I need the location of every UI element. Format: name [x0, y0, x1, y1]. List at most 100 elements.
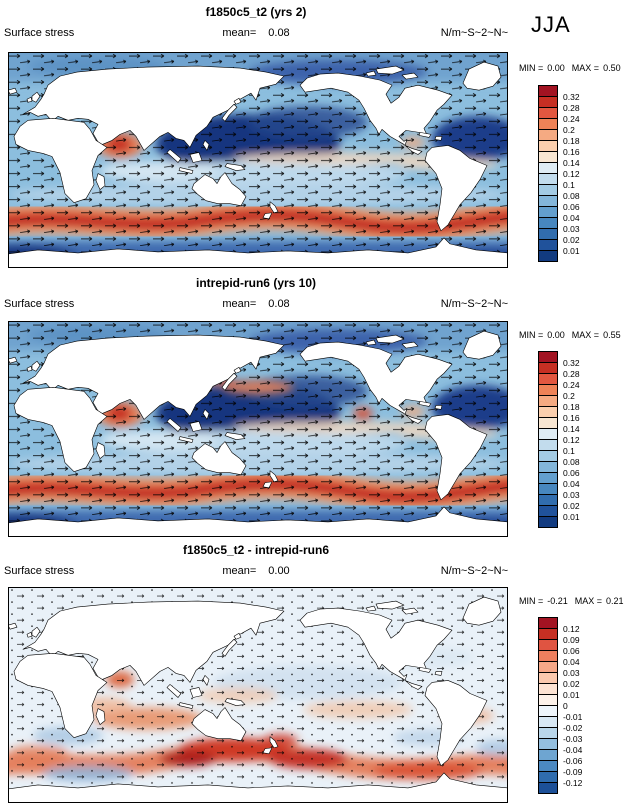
colorbar-tick-label: 0.02: [563, 235, 580, 245]
mean-eq-label: mean=: [222, 27, 257, 39]
colorbar-tick-label: -0.02: [563, 723, 583, 733]
panel-2-variable-label: Surface stress: [4, 298, 75, 310]
panel-1-variable-label: Surface stress: [4, 27, 75, 39]
panel-2-minmax: MIN = 0.00 MAX = 0.55: [519, 330, 643, 340]
min-value: 0.00: [547, 63, 565, 73]
colorbar-tick-label: 0.14: [563, 424, 580, 434]
colorbar-tick-label: 0.02: [563, 501, 580, 511]
colorbar-tick-label: -0.12: [563, 778, 583, 788]
panel-1-mean: mean= 0.08: [4, 27, 508, 39]
max-value: 0.21: [606, 596, 624, 606]
map-border: [8, 587, 508, 803]
colorbar-tick-label: 0.18: [563, 402, 580, 412]
colorbar-tick-label: -0.03: [563, 734, 583, 744]
max-value: 0.55: [603, 330, 621, 340]
continents: [8, 330, 508, 537]
colorbar-tick-label: 0.12: [563, 624, 580, 634]
colorbar-tick-label: -0.09: [563, 767, 583, 777]
world-map-svg: [8, 52, 508, 268]
world-map-panel-1: [8, 52, 508, 268]
colorbar-tick-label: 0.12: [563, 435, 580, 445]
colorbar-tick-label: 0.18: [563, 136, 580, 146]
colorbar-tick-label: 0.06: [563, 646, 580, 656]
colorbar-tick-label: 0.06: [563, 202, 580, 212]
min-label: MIN =: [519, 596, 544, 606]
colorbar-tick-label: 0.24: [563, 114, 580, 124]
colorbar-tick-label: 0.12: [563, 169, 580, 179]
colorbar-tick-label: 0.32: [563, 92, 580, 102]
world-map-panel-3: [8, 587, 508, 803]
min-label: MIN =: [519, 63, 544, 73]
panel-1-units-label: N/m~S~2~N~: [440, 27, 508, 39]
panel-1-colorbar: 0.32 0.28 0.24 0.2 0.18 0.16 0.14 0.12 0.1 0.08 0.…: [538, 85, 600, 262]
panel-3-header: Surface stress mean= 0.00 N/m~S~2~N~: [4, 565, 508, 579]
map-border: [8, 52, 508, 268]
max-label: MAX =: [574, 596, 603, 606]
colorbar-tick-label: 0.28: [563, 369, 580, 379]
panel-3-variable-label: Surface stress: [4, 565, 75, 577]
panel-1-title: f1850c5_t2 (yrs 2): [205, 5, 307, 19]
colorbar-tick-label: 0.2: [563, 125, 575, 135]
colorbar-tick-label: 0.03: [563, 668, 580, 678]
panel-2-units-label: N/m~S~2~N~: [440, 298, 508, 310]
colorbar-tick-label: 0.2: [563, 391, 575, 401]
colorbar-tick-label: 0: [563, 701, 568, 711]
panel-3-mean: mean= 0.00: [4, 565, 508, 577]
colorbar-tick-label: -0.04: [563, 745, 583, 755]
min-value: 0.00: [547, 330, 565, 340]
colorbar-tick-label: 0.08: [563, 457, 580, 467]
colorbar-tick-label: 0.03: [563, 224, 580, 234]
colorbar-tick-label: 0.04: [563, 657, 580, 667]
panel-2-header: Surface stress mean= 0.08 N/m~S~2~N~: [4, 298, 508, 312]
panel-3-units-label: N/m~S~2~N~: [440, 565, 508, 577]
min-value: -0.21: [547, 596, 568, 606]
map-border: [8, 321, 508, 537]
panel-3-title: f1850c5_t2 - intrepid-run6: [182, 543, 330, 557]
colorbar-tick-label: 0.08: [563, 191, 580, 201]
colorbar-box: [538, 782, 558, 794]
mean-value: 0.00: [268, 565, 290, 577]
colorbar-tick-label: 0.14: [563, 158, 580, 168]
colorbar-tick-label: -0.06: [563, 756, 583, 766]
mean-value: 0.08: [268, 298, 290, 310]
season-label: JJA: [531, 12, 571, 37]
colorbar-tick-label: 0.28: [563, 103, 580, 113]
max-label: MAX =: [571, 330, 600, 340]
colorbar-tick-label: 0.32: [563, 358, 580, 368]
colorbar-tick-label: 0.04: [563, 213, 580, 223]
mean-value: 0.08: [268, 27, 290, 39]
continents: [8, 596, 508, 803]
colorbar-tick-label: -0.01: [563, 712, 583, 722]
colorbar-tick-label: 0.03: [563, 490, 580, 500]
world-map-svg: [8, 587, 508, 803]
colorbar-tick-label: 0.16: [563, 147, 580, 157]
panel-1-minmax: MIN = 0.00 MAX = 0.50: [519, 63, 643, 73]
colorbar-tick-label: 0.06: [563, 468, 580, 478]
panel-2-colorbar: 0.32 0.28 0.24 0.2 0.18 0.16 0.14 0.12 0.1 0.08 0.…: [538, 351, 600, 528]
colorbar-tick-label: 0.01: [563, 512, 580, 522]
continents: [8, 61, 508, 268]
panel-3-minmax: MIN = -0.21 MAX = 0.21: [519, 596, 643, 606]
panel-3-colorbar: 0.12 0.09 0.06 0.04 0.03 0.02 0.01 0 -0.01 -0.02-…: [538, 617, 600, 794]
max-value: 0.50: [603, 63, 621, 73]
colorbar-tick-label: 0.09: [563, 635, 580, 645]
colorbar-tick-label: 0.01: [563, 690, 580, 700]
world-map-svg: [8, 321, 508, 537]
colorbar-tick-label: 0.04: [563, 479, 580, 489]
min-label: MIN =: [519, 330, 544, 340]
panel-2-mean: mean= 0.08: [4, 298, 508, 310]
colorbar-tick-label: 0.1: [563, 446, 575, 456]
world-map-panel-2: [8, 321, 508, 537]
mean-eq-label: mean=: [222, 565, 257, 577]
colorbar-tick-label: 0.1: [563, 180, 575, 190]
colorbar-box: [538, 250, 558, 262]
mean-eq-label: mean=: [222, 298, 257, 310]
panel-2-title: intrepid-run6 (yrs 10): [195, 276, 317, 290]
colorbar-tick-label: 0.24: [563, 380, 580, 390]
colorbar-box: [538, 516, 558, 528]
colorbar-tick-label: 0.01: [563, 246, 580, 256]
colorbar-tick-label: 0.02: [563, 679, 580, 689]
panel-1-header: Surface stress mean= 0.08 N/m~S~2~N~: [4, 27, 508, 41]
colorbar-tick-label: 0.16: [563, 413, 580, 423]
